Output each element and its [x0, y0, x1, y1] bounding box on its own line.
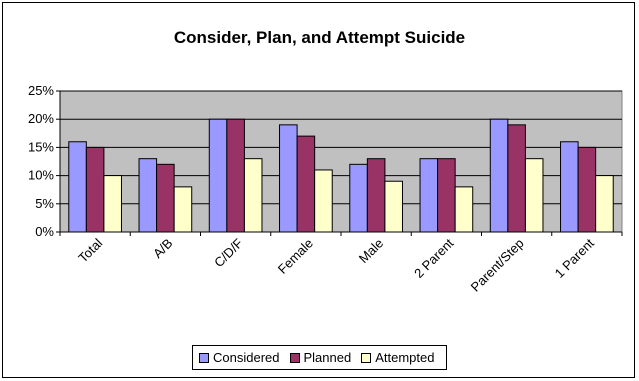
y-tick-label: 0% [35, 224, 54, 239]
bar-attempted [595, 175, 614, 233]
chart-title: Consider, Plan, and Attempt Suicide [173, 28, 466, 47]
bar-attempted [103, 175, 122, 233]
y-tick-label: 20% [28, 111, 54, 126]
bar-considered [279, 124, 298, 233]
bar-considered [560, 141, 579, 233]
y-tick-label: 10% [28, 168, 54, 183]
bar-attempted [173, 186, 193, 233]
legend-item-planned: Planned [289, 350, 352, 365]
bar-planned [437, 158, 456, 233]
bar-planned [85, 146, 105, 233]
legend: Considered Planned Attempted [192, 345, 448, 370]
x-tick-label: A/B [150, 236, 175, 261]
legend-swatch-considered [199, 352, 209, 363]
legend-item-attempted: Attempted [361, 350, 434, 365]
bar-planned [296, 135, 316, 233]
bar-planned [156, 163, 175, 233]
legend-swatch-planned [289, 352, 300, 363]
legend-label-attempted: Attempted [375, 350, 435, 365]
x-tick-label: Male [356, 236, 387, 267]
bar-planned [366, 158, 386, 233]
bar-considered [68, 141, 87, 233]
x-tick-label: 2 Parent [411, 235, 457, 281]
x-tick-label: Total [75, 235, 105, 265]
legend-label-considered: Considered [213, 350, 280, 365]
bar-attempted [524, 158, 544, 233]
bar-planned [577, 146, 597, 233]
legend-item-considered: Considered [199, 350, 280, 365]
bar-planned [226, 118, 245, 233]
bar-considered [419, 158, 439, 233]
y-tick-label: 15% [28, 139, 54, 154]
bar-attempted [243, 158, 263, 233]
legend-swatch-attempted [361, 352, 372, 363]
x-tick-label: Parent/Step [468, 236, 527, 295]
bar-considered [138, 158, 158, 233]
bar-considered [208, 118, 228, 233]
x-tick-label: Female [275, 236, 316, 277]
y-tick-label: 25% [28, 83, 54, 98]
bar-attempted [384, 180, 403, 233]
legend-label-planned: Planned [303, 350, 352, 365]
bar-planned [507, 124, 526, 233]
bar-attempted [314, 169, 333, 233]
bar-attempted [454, 186, 474, 233]
bar-considered [489, 118, 509, 233]
x-tick-label: 1 Parent [552, 235, 598, 281]
bar-considered [349, 163, 368, 233]
y-tick-label: 5% [35, 196, 54, 211]
x-tick-label: C/D/F [211, 235, 246, 270]
